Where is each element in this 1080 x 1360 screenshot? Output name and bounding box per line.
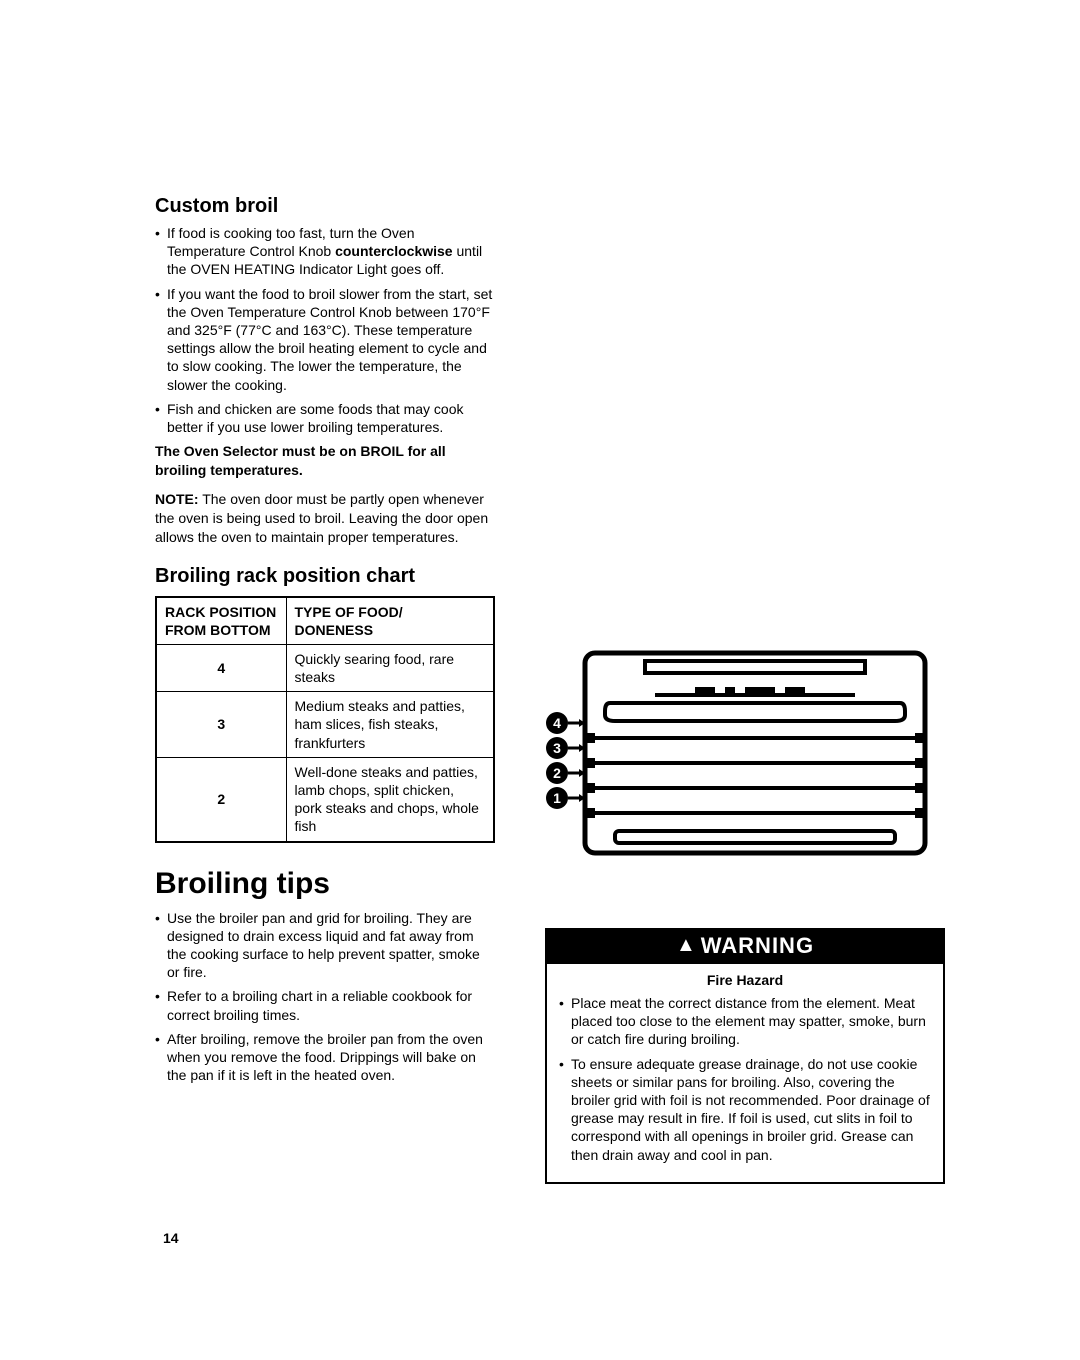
bullet-item: After broiling, remove the broiler pan f… [155,1030,495,1085]
upper-columns: Custom broil If food is cooking too fast… [155,195,945,1184]
rack-position-table: RACK POSITION FROM BOTTOM TYPE OF FOOD/ … [155,596,495,843]
spacer [545,195,945,635]
custom-broil-bullets: If food is cooking too fast, turn the Ov… [155,224,495,436]
left-column: Custom broil If food is cooking too fast… [155,195,495,1184]
broiling-tips-heading: Broiling tips [155,867,495,901]
oven-rack-diagram: 4 3 2 [545,643,945,868]
rack-label-3: 3 [546,737,585,759]
bullet-item: Fish and chicken are some foods that may… [155,400,495,436]
warning-body: Fire Hazard Place meat the correct dista… [547,964,943,1182]
bullet-item: Refer to a broiling chart in a reliable … [155,987,495,1023]
bullet-item: Place meat the correct distance from the… [559,994,931,1049]
page-content: Custom broil If food is cooking too fast… [155,195,945,1184]
table-row: 2 Well-done steaks and patties, lamb cho… [156,757,494,841]
table-row: 3 Medium steaks and patties, ham slices,… [156,692,494,758]
selector-requirement: The Oven Selector must be on BROIL for a… [155,442,495,480]
note-text: NOTE: The oven door must be partly open … [155,490,495,547]
rack-label-4: 4 [546,712,585,734]
svg-text:2: 2 [553,765,561,781]
warning-box: ▲WARNING Fire Hazard Place meat the corr… [545,928,945,1184]
food-cell: Medium steaks and patties, ham slices, f… [286,692,494,758]
food-cell: Well-done steaks and patties, lamb chops… [286,757,494,841]
svg-text:4: 4 [553,715,561,731]
bullet-item: To ensure adequate grease drainage, do n… [559,1055,931,1164]
svg-text:3: 3 [553,740,561,756]
bullet-item: If food is cooking too fast, turn the Ov… [155,224,495,279]
warning-header: ▲WARNING [547,930,943,964]
col-food-type: TYPE OF FOOD/ DONENESS [286,597,494,645]
oven-svg: 4 3 2 [545,643,945,863]
page-number: 14 [163,1230,179,1246]
rack-pos-cell: 4 [156,644,286,691]
tips-bullets: Use the broiler pan and grid for broilin… [155,909,495,1085]
spacer [545,868,945,898]
rack-label-1: 1 [546,787,585,809]
warning-subheading: Fire Hazard [559,972,931,988]
bullet-item: If you want the food to broil slower fro… [155,285,495,394]
warning-bullets: Place meat the correct distance from the… [559,994,931,1164]
warning-triangle-icon: ▲ [676,934,697,957]
col-rack-position: RACK POSITION FROM BOTTOM [156,597,286,645]
warning-header-text: WARNING [701,933,814,958]
right-column: 4 3 2 [545,195,945,1184]
table-header-row: RACK POSITION FROM BOTTOM TYPE OF FOOD/ … [156,597,494,645]
bullet-item: Use the broiler pan and grid for broilin… [155,909,495,982]
custom-broil-heading: Custom broil [155,195,495,218]
rack-pos-cell: 3 [156,692,286,758]
table-row: 4 Quickly searing food, rare steaks [156,644,494,691]
rack-label-2: 2 [546,762,585,784]
svg-text:1: 1 [553,790,561,806]
rack-pos-cell: 2 [156,757,286,841]
chart-heading: Broiling rack position chart [155,565,495,588]
food-cell: Quickly searing food, rare steaks [286,644,494,691]
